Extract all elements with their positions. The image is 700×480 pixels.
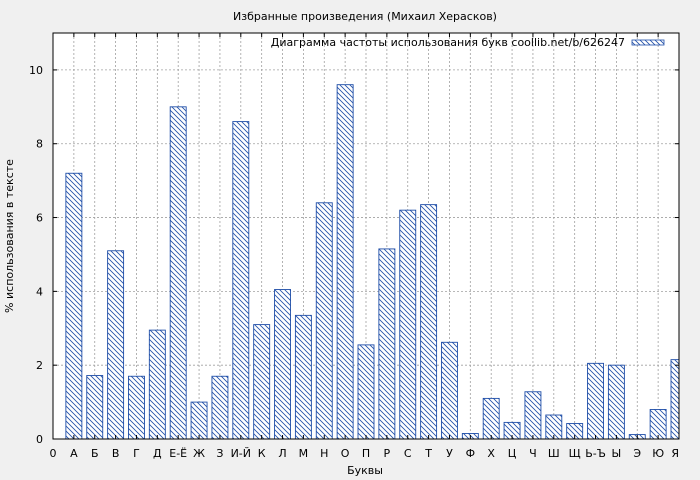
x-tick-label: Ю [652, 447, 664, 460]
bar [399, 209, 417, 440]
x-tick-label: Ч [529, 447, 537, 460]
x-tick-label: Ы [612, 447, 622, 460]
x-tick-label: Ц [508, 447, 517, 460]
bar [441, 341, 458, 440]
x-tick-label: Т [424, 447, 432, 460]
x-tick-label: В [112, 447, 120, 460]
x-tick-label: Е-Ё [169, 447, 187, 460]
y-axis: 0 2 4 6 8 10 [29, 64, 679, 446]
x-tick-label: Н [320, 447, 328, 460]
bar [169, 106, 187, 440]
bar [86, 375, 104, 440]
y-tick-label: 4 [36, 285, 43, 298]
x-tick-label: И-Й [231, 447, 251, 460]
x-tick-label: Д [153, 447, 162, 460]
bar [274, 289, 291, 440]
x-tick-label: Г [133, 447, 140, 460]
bar [482, 397, 500, 440]
bar [378, 248, 396, 440]
x-axis: 0 А Б В Г Д Е-Ё Ж З И-Й К Л М Н О П Р С Т У Ф Х Ц Ч Ш Щ Ь-Ъ Ы Э Ю Я [50, 33, 680, 460]
bar [420, 204, 438, 440]
x-tick-label: 0 [50, 447, 57, 460]
bar [357, 344, 375, 440]
x-tick-label: П [362, 447, 370, 460]
bar [607, 364, 625, 440]
y-tick-label: 10 [29, 64, 43, 77]
x-tick-label: З [216, 447, 223, 460]
bar [148, 329, 166, 440]
bar [649, 409, 667, 440]
x-tick-label: Ш [548, 447, 560, 460]
x-tick-label: Э [633, 447, 641, 460]
x-tick-label: Р [384, 447, 391, 460]
x-tick-label: Ж [193, 447, 205, 460]
x-tick-label: Ь-Ъ [585, 447, 606, 460]
bar [128, 375, 145, 440]
bar [524, 391, 542, 440]
bar [294, 314, 312, 440]
x-tick-label: Л [278, 447, 286, 460]
bar [107, 250, 125, 440]
x-tick-label: О [341, 447, 350, 460]
legend-swatch [631, 39, 665, 46]
bar [670, 359, 680, 440]
x-axis-label: Буквы [347, 464, 383, 477]
x-tick-label: С [404, 447, 412, 460]
bar [253, 324, 271, 440]
x-tick-label: Я [671, 447, 679, 460]
bar [190, 401, 208, 440]
x-tick-label: Б [91, 447, 99, 460]
chart-title: Избранные произведения (Михаил Херасков) [233, 10, 497, 23]
bar [587, 362, 604, 440]
x-tick-label: М [299, 447, 309, 460]
bar [336, 84, 354, 440]
bar [315, 202, 333, 440]
y-tick-label: 0 [36, 433, 43, 446]
x-tick-label: К [258, 447, 266, 460]
legend-label: Диаграмма частоты использования букв coo… [271, 36, 625, 49]
x-tick-label: Ф [466, 447, 475, 460]
x-tick-label: Х [487, 447, 495, 460]
y-tick-label: 8 [36, 138, 43, 151]
x-tick-label: А [70, 447, 78, 460]
y-tick-label: 6 [36, 212, 43, 225]
bar [232, 121, 250, 440]
bar [65, 172, 83, 440]
bars [65, 84, 680, 440]
y-axis-label: % использования в тексте [3, 159, 16, 313]
legend: Диаграмма частоты использования букв coo… [271, 36, 665, 49]
x-tick-label: Щ [569, 447, 581, 460]
x-tick-label: У [446, 447, 453, 460]
y-tick-label: 2 [36, 359, 43, 372]
bar [211, 375, 229, 440]
